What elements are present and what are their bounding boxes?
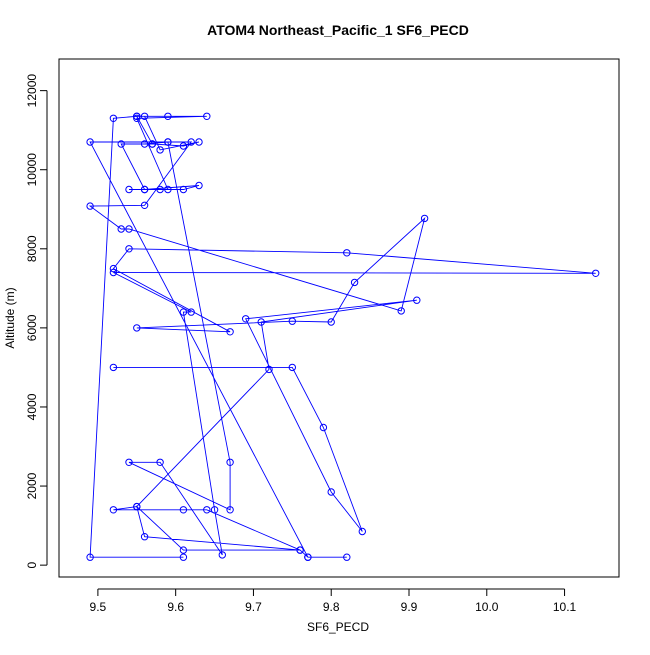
y-tick-label: 12000: [25, 74, 39, 108]
plot-frame: [58, 58, 620, 578]
data-point: [179, 546, 188, 554]
x-tick-label: 9.7: [245, 600, 262, 614]
data-point: [179, 506, 188, 514]
x-tick-label: 9.5: [90, 600, 107, 614]
data-point: [164, 138, 172, 146]
y-tick-label: 4000: [25, 393, 39, 420]
data-point: [343, 249, 351, 257]
data-point: [117, 140, 125, 148]
data-point: [179, 142, 188, 150]
data-point: [125, 245, 133, 253]
data-point: [86, 138, 94, 146]
series-line: [88, 115, 596, 558]
data-point: [133, 112, 141, 121]
x-tick-label: 9.6: [167, 600, 184, 614]
data-point: [125, 458, 133, 466]
data-point: [133, 324, 141, 332]
y-tick-label: 2000: [25, 472, 39, 499]
data-point: [397, 307, 405, 315]
data-point: [226, 328, 234, 336]
data-point: [109, 114, 118, 123]
data-point: [156, 458, 164, 466]
data-point: [218, 551, 227, 559]
data-point: [109, 264, 118, 273]
data-point: [148, 140, 157, 148]
x-tick-label: 9.8: [323, 600, 340, 614]
data-point: [319, 423, 328, 432]
data-point: [226, 506, 234, 514]
data-point: [179, 185, 188, 194]
x-tick-label: 10.0: [475, 600, 499, 614]
y-tick-label: 8000: [25, 235, 39, 262]
data-point: [420, 214, 429, 223]
data-point: [242, 315, 250, 323]
data-point: [109, 506, 118, 514]
data-point: [133, 114, 141, 123]
series-layer: [86, 112, 600, 561]
data-point: [140, 201, 149, 210]
data-point: [288, 363, 296, 372]
x-axis-label: SF6_PECD: [307, 620, 369, 634]
data-point: [140, 112, 149, 121]
data-point: [413, 296, 421, 304]
data-point: [140, 185, 149, 194]
data-point: [265, 365, 273, 374]
y-tick-label: 10000: [25, 153, 39, 187]
data-point: [156, 185, 164, 194]
data-point: [140, 140, 149, 148]
data-point: [86, 202, 94, 210]
data-point: [140, 533, 149, 541]
data-point: [203, 112, 211, 121]
data-point: [257, 318, 265, 326]
data-point: [327, 488, 335, 496]
data-point: [304, 553, 312, 561]
data-point: [288, 317, 296, 325]
data-point: [125, 185, 133, 194]
x-tick-label: 9.9: [401, 600, 418, 614]
data-point: [327, 318, 335, 326]
data-point: [156, 146, 164, 154]
data-point: [164, 185, 172, 194]
data-point: [109, 363, 118, 372]
data-point: [203, 506, 211, 514]
data-point: [296, 546, 304, 554]
x-axis: 9.5 9.6 9.7 9.8 9.9 10.0 10.1: [90, 588, 577, 614]
data-point: [133, 502, 141, 511]
data-point: [592, 269, 600, 277]
chart-title: ATOM4 Northeast_Pacific_1 SF6_PECD: [207, 22, 469, 38]
data-point: [125, 225, 133, 233]
data-point: [187, 138, 195, 146]
data-point: [187, 308, 195, 316]
data-point: [226, 458, 234, 466]
data-point: [350, 278, 359, 287]
data-point: [117, 225, 125, 233]
data-point: [358, 527, 366, 536]
y-axis: 0 2000 4000 6000 8000 10000 12000: [25, 74, 48, 568]
x-tick-label: 10.1: [553, 600, 577, 614]
data-point: [195, 138, 203, 146]
data-point: [210, 506, 219, 514]
data-point: [343, 553, 351, 561]
data-point: [179, 308, 188, 316]
data-point: [164, 112, 172, 121]
data-point: [86, 553, 94, 561]
y-tick-label: 0: [25, 561, 39, 568]
data-point: [109, 268, 118, 277]
y-tick-label: 6000: [25, 314, 39, 341]
data-point: [179, 553, 188, 561]
y-axis-label: Altitude (m): [3, 287, 17, 348]
data-point: [195, 181, 203, 190]
